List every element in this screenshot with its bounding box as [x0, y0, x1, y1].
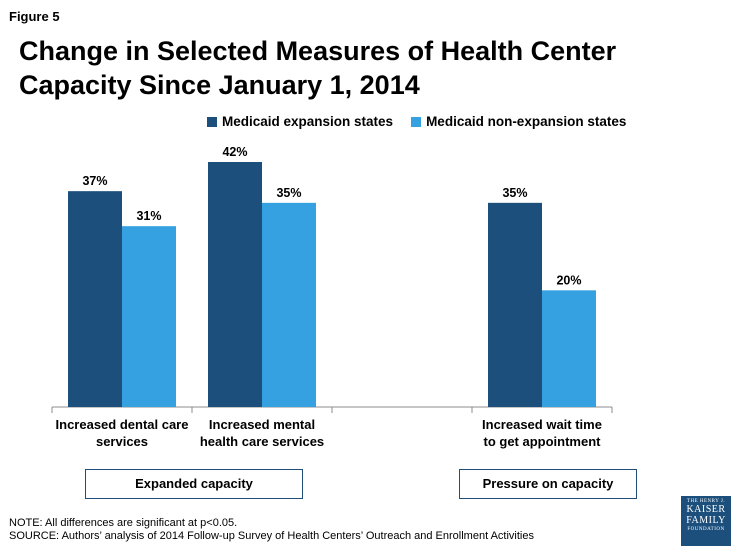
bar [262, 202, 316, 407]
note-text: NOTE: All differences are significant at… [9, 517, 238, 529]
x-tick-label: to get appointment [484, 434, 602, 449]
x-tick-label: Increased mental [209, 417, 315, 432]
group-box-expanded-capacity: Expanded capacity [85, 469, 303, 499]
bar-chart: 37% 31% Increased dental care services 42% 35… [51, 145, 613, 449]
data-label: 37% [82, 174, 107, 188]
footnote: NOTE: All differences are significant at… [9, 517, 534, 543]
chart-title: Change in Selected Measures of Health Ce… [19, 36, 617, 100]
data-label: 31% [136, 209, 161, 223]
bar [488, 202, 542, 407]
legend-swatch-expansion [207, 116, 217, 127]
kff-logo: THE HENRY J. KAISER FAMILY FOUNDATION [681, 496, 731, 546]
source-text: SOURCE: Authors’ analysis of 2014 Follow… [9, 530, 534, 542]
legend-swatch-non-expansion [411, 116, 422, 127]
bar [122, 226, 176, 407]
logo-line-1: THE HENRY J. [686, 499, 726, 504]
data-label: 35% [502, 186, 527, 200]
legend-label-expansion: Medicaid expansion states [222, 114, 394, 129]
x-tick-label: health care services [200, 434, 324, 449]
figure-label: Figure 5 [9, 9, 60, 24]
data-label: 20% [556, 273, 581, 287]
legend-item-non-expansion: Medicaid non-expansion states [411, 114, 626, 129]
logo-line-3: FAMILY [686, 515, 726, 526]
bar [208, 162, 262, 407]
legend-label-non-expansion: Medicaid non-expansion states [426, 114, 627, 129]
bar [68, 191, 122, 407]
x-tick-label: Increased dental care [56, 417, 189, 432]
data-label: 42% [222, 145, 247, 159]
data-label: 35% [276, 186, 301, 200]
bar [542, 290, 596, 407]
chart-legend: Medicaid expansion states Medicaid non-e… [207, 114, 644, 129]
logo-line-2: KAISER [686, 504, 726, 515]
x-tick-label: services [96, 434, 148, 449]
logo-line-4: FOUNDATION [687, 527, 725, 532]
x-tick-label: Increased wait time [482, 417, 602, 432]
group-box-pressure-on-capacity: Pressure on capacity [459, 469, 637, 499]
legend-item-expansion: Medicaid expansion states [207, 114, 393, 129]
